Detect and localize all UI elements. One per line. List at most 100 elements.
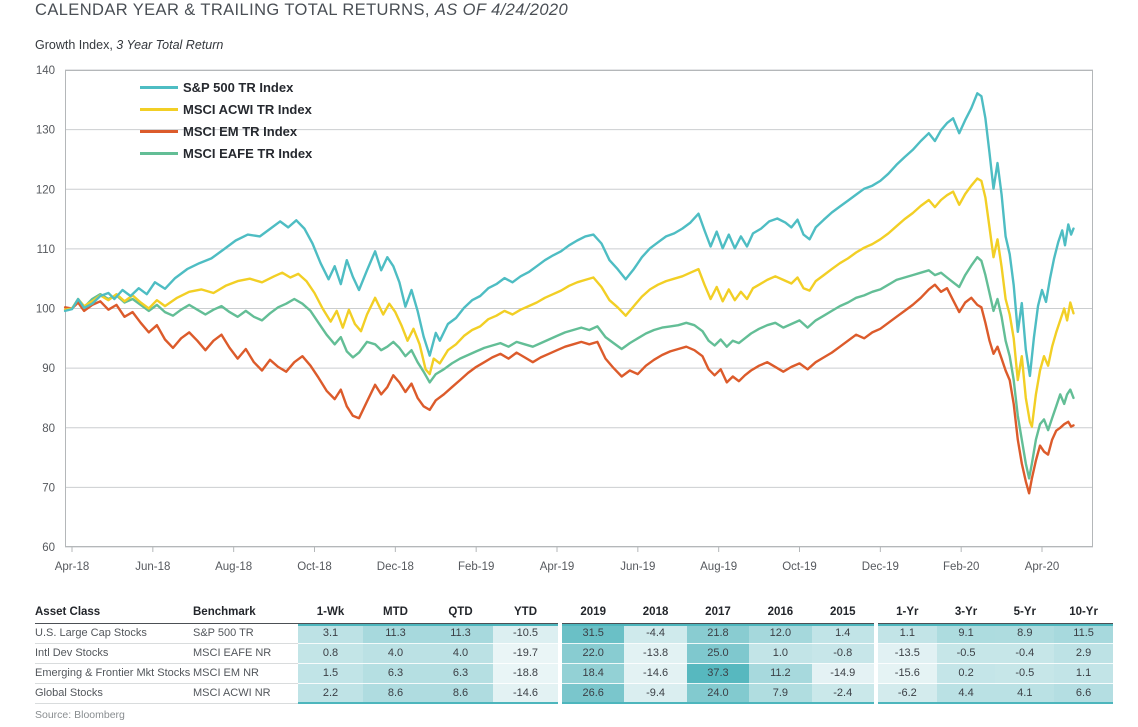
svg-text:Feb-19: Feb-19: [458, 561, 494, 573]
column-gap: [873, 664, 878, 683]
y-axis-labels: 140 130 120 110 100 90 80 70 60: [36, 65, 55, 554]
legend-swatch-icon: [140, 85, 178, 89]
svg-text:110: 110: [37, 244, 55, 256]
returns-table: Asset Class Benchmark 1-Wk MTD QTD YTD 2019 201…: [35, 602, 1113, 704]
legend-item: S&P 500 TR Index: [140, 76, 312, 98]
asset-class-cell: Intl Dev Stocks: [35, 644, 193, 664]
return-cell: 26.6: [562, 684, 625, 704]
return-cell: 25.0: [686, 644, 750, 664]
return-cell: -19.7: [493, 644, 558, 664]
column-header: 2016: [749, 602, 812, 624]
return-cell: -18.8: [493, 664, 558, 684]
column-header: Asset Class: [35, 602, 193, 624]
column-header: 1-Wk: [298, 602, 363, 624]
return-cell: 31.5: [562, 624, 625, 644]
return-cell: -14.9: [811, 664, 874, 684]
column-header: MTD: [363, 602, 428, 624]
return-cell: 18.4: [562, 664, 625, 684]
svg-text:Aug-18: Aug-18: [215, 561, 252, 573]
column-gap: [873, 644, 878, 663]
chart-subtitle-main: Growth Index,: [35, 38, 117, 52]
legend-item: MSCI EM TR Index: [140, 120, 312, 142]
svg-text:80: 80: [42, 423, 55, 435]
svg-text:140: 140: [36, 65, 55, 77]
svg-text:Dec-19: Dec-19: [862, 561, 899, 573]
return-cell: 2.2: [298, 684, 363, 704]
return-cell: 0.2: [936, 664, 996, 684]
svg-text:70: 70: [42, 482, 55, 494]
svg-text:Aug-19: Aug-19: [700, 561, 737, 573]
return-cell: 3.1: [298, 624, 363, 644]
series-line-s-p-500-tr-index: [63, 92, 1075, 378]
svg-text:Feb-20: Feb-20: [943, 561, 979, 573]
heat-block-border: [562, 624, 874, 626]
heat-block-border: [298, 624, 558, 626]
return-cell: 11.3: [363, 624, 428, 644]
page-title: CALENDAR YEAR & TRAILING TOTAL RETURNS, …: [35, 1, 568, 20]
heat-block-border: [878, 624, 1113, 626]
asset-class-cell: Emerging & Frontier Mkt Stocks: [35, 664, 193, 684]
return-cell: 11.3: [428, 624, 493, 644]
return-cell: 4.0: [363, 644, 428, 664]
return-cell: 7.9: [749, 684, 812, 704]
return-cell: 1.1: [877, 624, 937, 644]
legend-label: MSCI ACWI TR Index: [183, 101, 312, 117]
return-cell: -6.2: [877, 684, 937, 704]
legend-label: S&P 500 TR Index: [183, 79, 294, 95]
return-cell: 1.1: [1054, 664, 1113, 684]
return-cell: 1.5: [298, 664, 363, 684]
svg-text:120: 120: [36, 184, 55, 196]
heat-block-border: [298, 702, 558, 704]
return-cell: 8.6: [363, 684, 428, 704]
series-line-msci-eafe-tr-index: [63, 256, 1075, 480]
svg-text:Jun-18: Jun-18: [135, 561, 170, 573]
return-cell: -14.6: [624, 664, 687, 684]
heat-block-border: [878, 702, 1113, 704]
return-cell: 2.9: [1054, 644, 1113, 664]
svg-text:90: 90: [42, 363, 55, 375]
benchmark-cell: MSCI EM NR: [193, 664, 298, 684]
svg-text:Apr-18: Apr-18: [55, 561, 90, 573]
column-header: 10-Yr: [1054, 602, 1113, 624]
svg-text:Jun-19: Jun-19: [620, 561, 655, 573]
column-gap: [558, 624, 562, 643]
benchmark-cell: MSCI ACWI NR: [193, 684, 298, 704]
return-cell: -0.5: [995, 664, 1055, 684]
x-axis-labels: Apr-18 Jun-18 Aug-18 Oct-18 Dec-18 Feb-19 Apr-…: [55, 547, 1060, 573]
column-header: YTD: [493, 602, 558, 624]
return-cell: -10.5: [493, 624, 558, 644]
source-note: Source: Bloomberg: [35, 709, 125, 721]
return-cell: -0.5: [936, 644, 996, 664]
column-gap: [873, 624, 878, 643]
legend-swatch-icon: [140, 107, 178, 111]
return-cell: -2.4: [811, 684, 874, 704]
column-header: Benchmark: [193, 602, 298, 624]
benchmark-cell: S&P 500 TR: [193, 624, 298, 644]
return-cell: 6.3: [428, 664, 493, 684]
return-cell: 6.3: [363, 664, 428, 684]
column-header: 2019: [562, 602, 625, 624]
return-cell: 9.1: [936, 624, 996, 644]
legend-item: MSCI EAFE TR Index: [140, 142, 312, 164]
return-cell: 8.9: [995, 624, 1055, 644]
return-cell: 24.0: [686, 684, 750, 704]
svg-text:Apr-19: Apr-19: [540, 561, 575, 573]
return-cell: 4.0: [428, 644, 493, 664]
return-cell: -9.4: [624, 684, 687, 704]
heat-block-border: [562, 702, 874, 704]
column-gap: [558, 664, 562, 683]
return-cell: 4.4: [936, 684, 996, 704]
svg-text:Apr-20: Apr-20: [1025, 561, 1060, 573]
column-header: 2015: [811, 602, 874, 624]
return-cell: 22.0: [562, 644, 625, 664]
return-cell: -14.6: [493, 684, 558, 704]
return-cell: 12.0: [749, 624, 812, 644]
column-header: 2018: [624, 602, 687, 624]
svg-text:Oct-19: Oct-19: [782, 561, 817, 573]
return-cell: 21.8: [686, 624, 750, 644]
return-cell: -15.6: [877, 664, 937, 684]
return-cell: 8.6: [428, 684, 493, 704]
legend-swatch-icon: [140, 129, 178, 133]
return-cell: 4.1: [995, 684, 1055, 704]
asset-class-cell: U.S. Large Cap Stocks: [35, 624, 193, 644]
